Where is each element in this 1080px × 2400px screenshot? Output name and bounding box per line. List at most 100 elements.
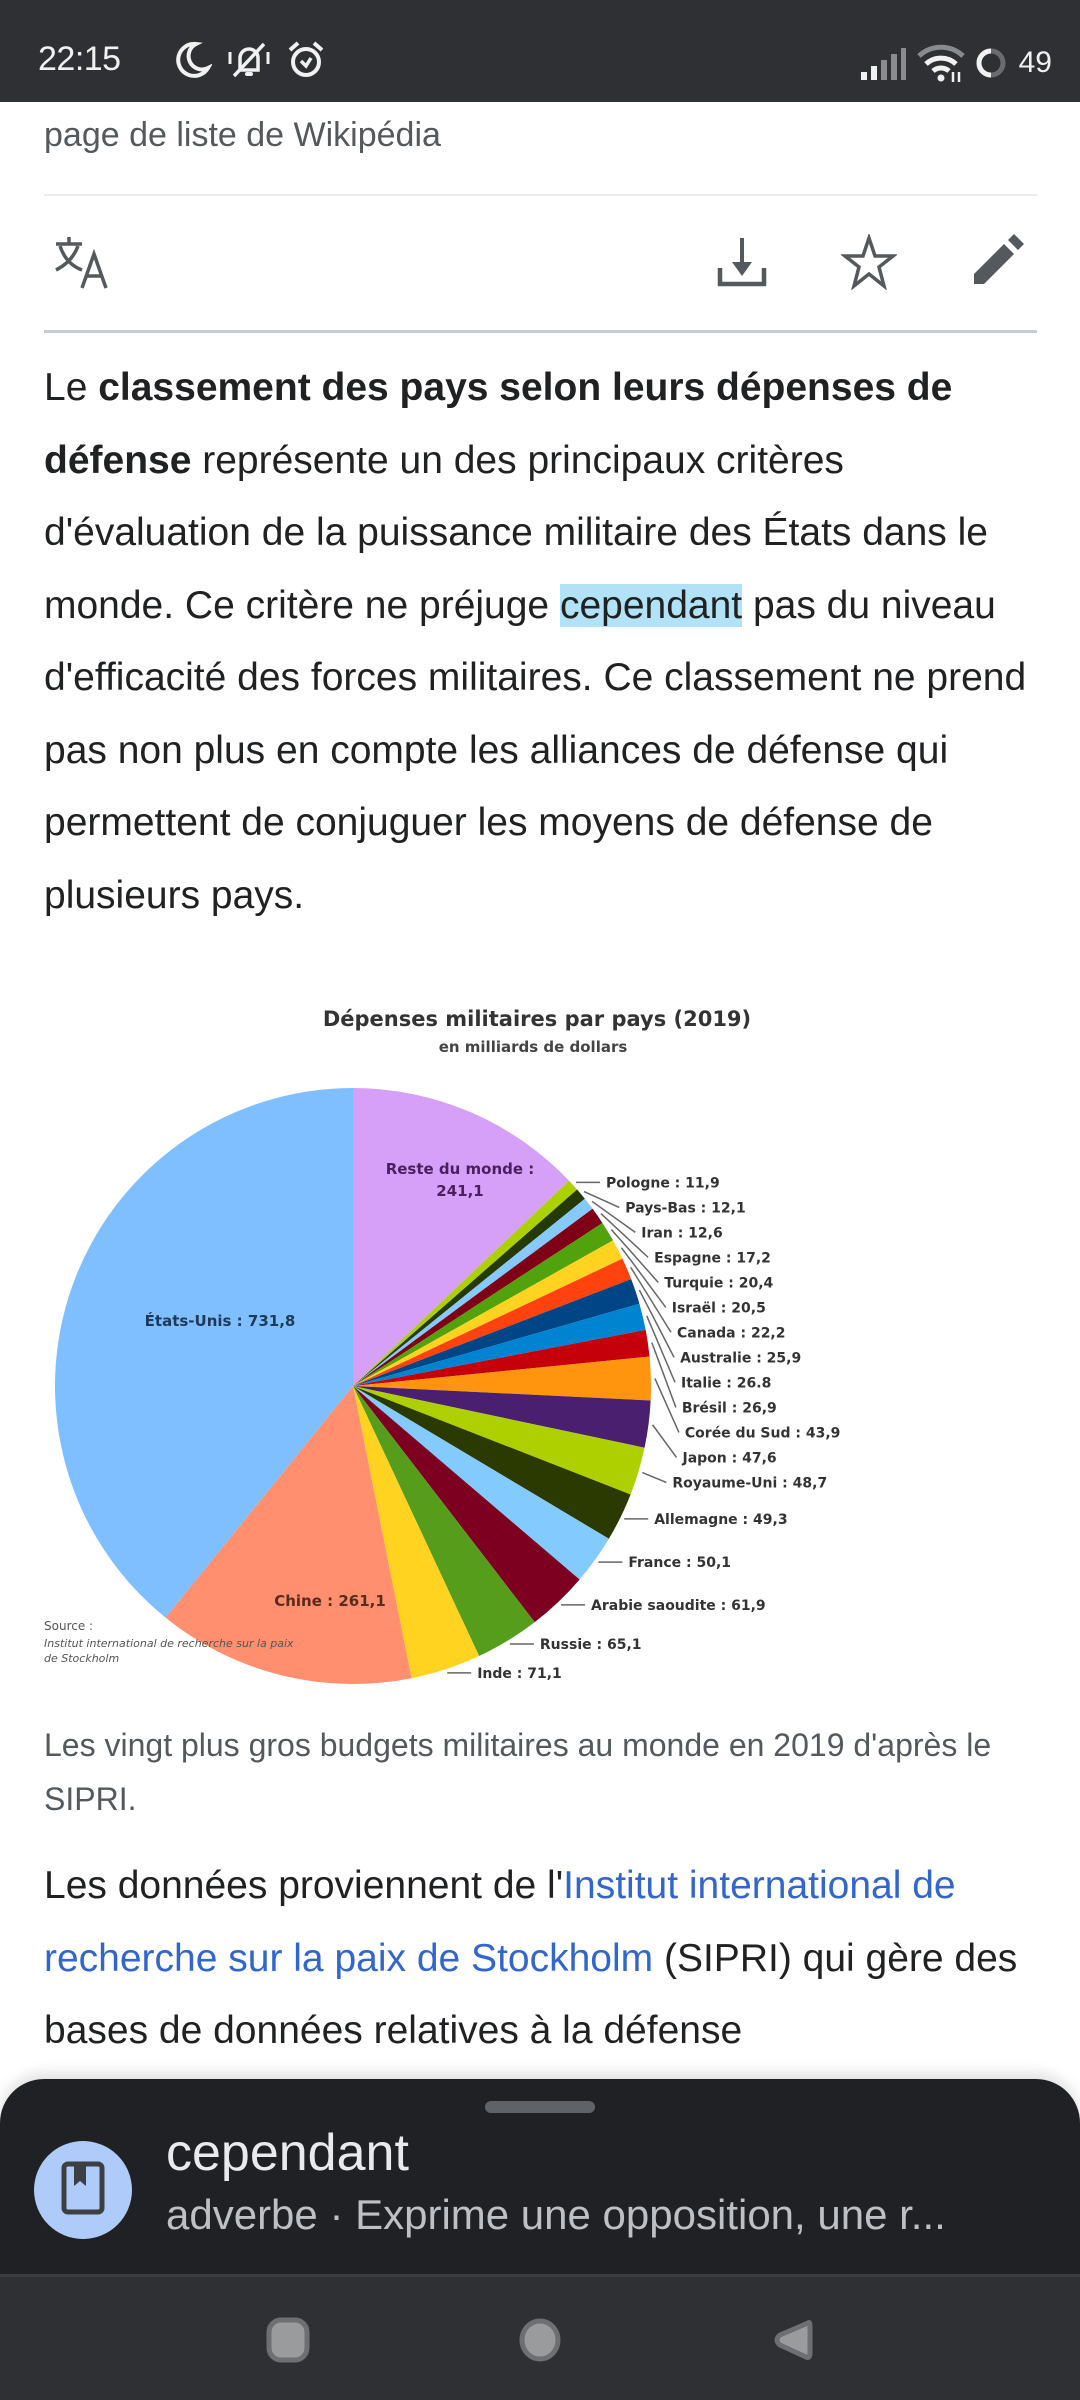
divider — [44, 330, 1037, 333]
battery-level: 49 — [1018, 46, 1052, 79]
leader-line-espagne — [600, 1212, 649, 1258]
text-span: Les données proviennent de l' — [44, 1864, 564, 1907]
slice-label-coree-du-sud: Corée du Sud : 43,9 — [685, 1425, 840, 1441]
download-icon — [714, 234, 770, 295]
pie-slice-espagne — [353, 1208, 603, 1386]
leader-line-coree-du-sud — [654, 1378, 680, 1433]
back-button[interactable] — [770, 2319, 814, 2365]
text-span: Le — [44, 366, 99, 409]
pie-slice-australie — [353, 1279, 640, 1386]
slice-label-italie: Italie : 26.8 — [681, 1375, 771, 1391]
sheet-drag-handle[interactable] — [485, 2101, 595, 2113]
word-lookup-sheet[interactable]: cependant adverbe · Exprime une oppositi… — [0, 2079, 1080, 2274]
slice-label-royaume-uni: Royaume-Uni : 48,7 — [672, 1475, 827, 1491]
battery-ring-icon — [975, 47, 1007, 79]
leader-line-canada — [630, 1266, 672, 1333]
pie-slice-royaume-uni — [353, 1386, 645, 1495]
pie-slice-italie — [353, 1303, 646, 1386]
dictionary-icon — [60, 2160, 106, 2221]
slice-label-canada: Canada : 22,2 — [677, 1325, 786, 1341]
pie-slice-iran — [353, 1198, 593, 1386]
article-action-bar — [0, 196, 1080, 330]
slice-label-france: France : 50,1 — [628, 1555, 731, 1571]
home-button[interactable] — [518, 2317, 562, 2368]
slice-label-russie: Russie : 65,1 — [540, 1637, 642, 1653]
pie-slice-etats-unis — [54, 1088, 353, 1618]
text-span: pas du niveau d'efficacité des forces mi… — [44, 583, 1027, 917]
bold-term: classement des pays selon leurs dépenses… — [44, 366, 953, 482]
slice-label-australie: Australie : 25,9 — [680, 1350, 801, 1366]
pie-slice-reste-du-monde — [353, 1088, 570, 1386]
translate-button[interactable] — [50, 232, 114, 296]
pie-slices — [54, 1088, 651, 1684]
edit-button[interactable] — [964, 232, 1028, 296]
bell-off-icon — [226, 40, 272, 80]
divider — [44, 194, 1037, 196]
recents-button[interactable] — [266, 2317, 310, 2368]
pie-slice-japon — [353, 1386, 651, 1448]
leader-line-israel — [620, 1247, 667, 1308]
wifi-icon — [916, 44, 965, 82]
pie-slice-bresil — [353, 1329, 650, 1386]
slice-label-reste-du-monde: Reste du monde :241,1 — [386, 1160, 535, 1200]
alarm-icon — [286, 40, 326, 80]
article-subtitle: page de liste de Wikipédia — [44, 116, 441, 154]
dictionary-icon-badge — [34, 2141, 132, 2239]
text-span: représente un des principaux critères d'… — [44, 438, 988, 627]
lookup-definition: adverbe · Exprime une opposition, une r.… — [166, 2191, 946, 2238]
chart-subtitle: en milliards de dollars — [439, 1038, 628, 1056]
slice-label-chine: Chine : 261,1 — [274, 1592, 386, 1610]
leader-line-italie — [646, 1315, 676, 1383]
pie-slice-pays-bas — [353, 1189, 585, 1386]
signal-icon — [859, 46, 907, 80]
leader-lines — [447, 1181, 680, 1674]
pie-slice-turquie — [353, 1222, 614, 1386]
pie-slice-coree-du-sud — [353, 1356, 651, 1401]
sipri-link[interactable]: Institut international de recherche sur … — [44, 1864, 956, 1980]
selected-word[interactable]: cependant — [559, 583, 743, 627]
square-icon — [266, 2317, 310, 2368]
moon-icon — [172, 40, 212, 80]
slice-label-bresil: Brésil : 26,9 — [682, 1400, 777, 1416]
circle-icon — [518, 2317, 562, 2368]
pie-slice-chine — [165, 1386, 412, 1684]
status-left-icons — [172, 40, 326, 80]
chart-figure[interactable]: Dépenses militaires par pays (2019) en m… — [40, 980, 1040, 1700]
leader-line-australie — [638, 1289, 675, 1358]
slice-label-pologne: Pologne : 11,9 — [606, 1175, 720, 1191]
status-bar: 22:15 49 — [0, 0, 1080, 102]
system-nav-bar — [0, 2274, 1080, 2400]
slice-label-inde: Inde : 71,1 — [477, 1666, 562, 1682]
status-time: 22:15 — [38, 40, 121, 78]
slice-label-japon: Japon : 47,6 — [682, 1450, 777, 1466]
status-right-icons: 49 — [859, 44, 1052, 82]
leader-line-pays-bas — [583, 1190, 620, 1209]
sources-paragraph: Les données proviennent de l'Institut in… — [44, 1850, 1044, 2068]
chart-source-text-line1: Institut international de recherche sur … — [44, 1637, 294, 1650]
slice-label-allemagne: Allemagne : 49,3 — [654, 1512, 787, 1528]
chart-source-label: Source : — [44, 1619, 93, 1633]
pie-chart: Dépenses militaires par pays (2019) en m… — [44, 1007, 840, 1684]
chart-title: Dépenses militaires par pays (2019) — [323, 1007, 751, 1031]
leader-line-turquie — [610, 1229, 659, 1283]
pie-slice-pologne — [353, 1180, 578, 1386]
slice-label-iran: Iran : 12,6 — [641, 1225, 722, 1241]
watchlist-button[interactable] — [837, 231, 901, 296]
pencil-icon — [968, 233, 1024, 295]
download-button[interactable] — [710, 232, 774, 296]
pie-slice-arabie-saoudite — [353, 1386, 580, 1623]
lookup-word: cependant — [166, 2124, 409, 2182]
slice-label-espagne: Espagne : 17,2 — [654, 1250, 771, 1266]
star-icon — [839, 231, 899, 295]
pie-slice-inde — [353, 1386, 480, 1679]
pie-slice-allemagne — [353, 1386, 631, 1539]
pie-slice-canada — [353, 1258, 632, 1386]
slice-label-arabie-saoudite: Arabie saoudite : 61,9 — [591, 1598, 766, 1614]
pie-slice-russie — [353, 1386, 535, 1657]
intro-paragraph: Le classement des pays selon leurs dépen… — [44, 352, 1044, 932]
leader-line-bresil — [651, 1342, 677, 1408]
triangle-back-icon — [770, 2317, 814, 2368]
leader-line-japon — [651, 1424, 678, 1458]
figure-caption: Les vingt plus gros budgets militaires a… — [44, 1727, 992, 1817]
pie-slice-israel — [353, 1240, 623, 1386]
